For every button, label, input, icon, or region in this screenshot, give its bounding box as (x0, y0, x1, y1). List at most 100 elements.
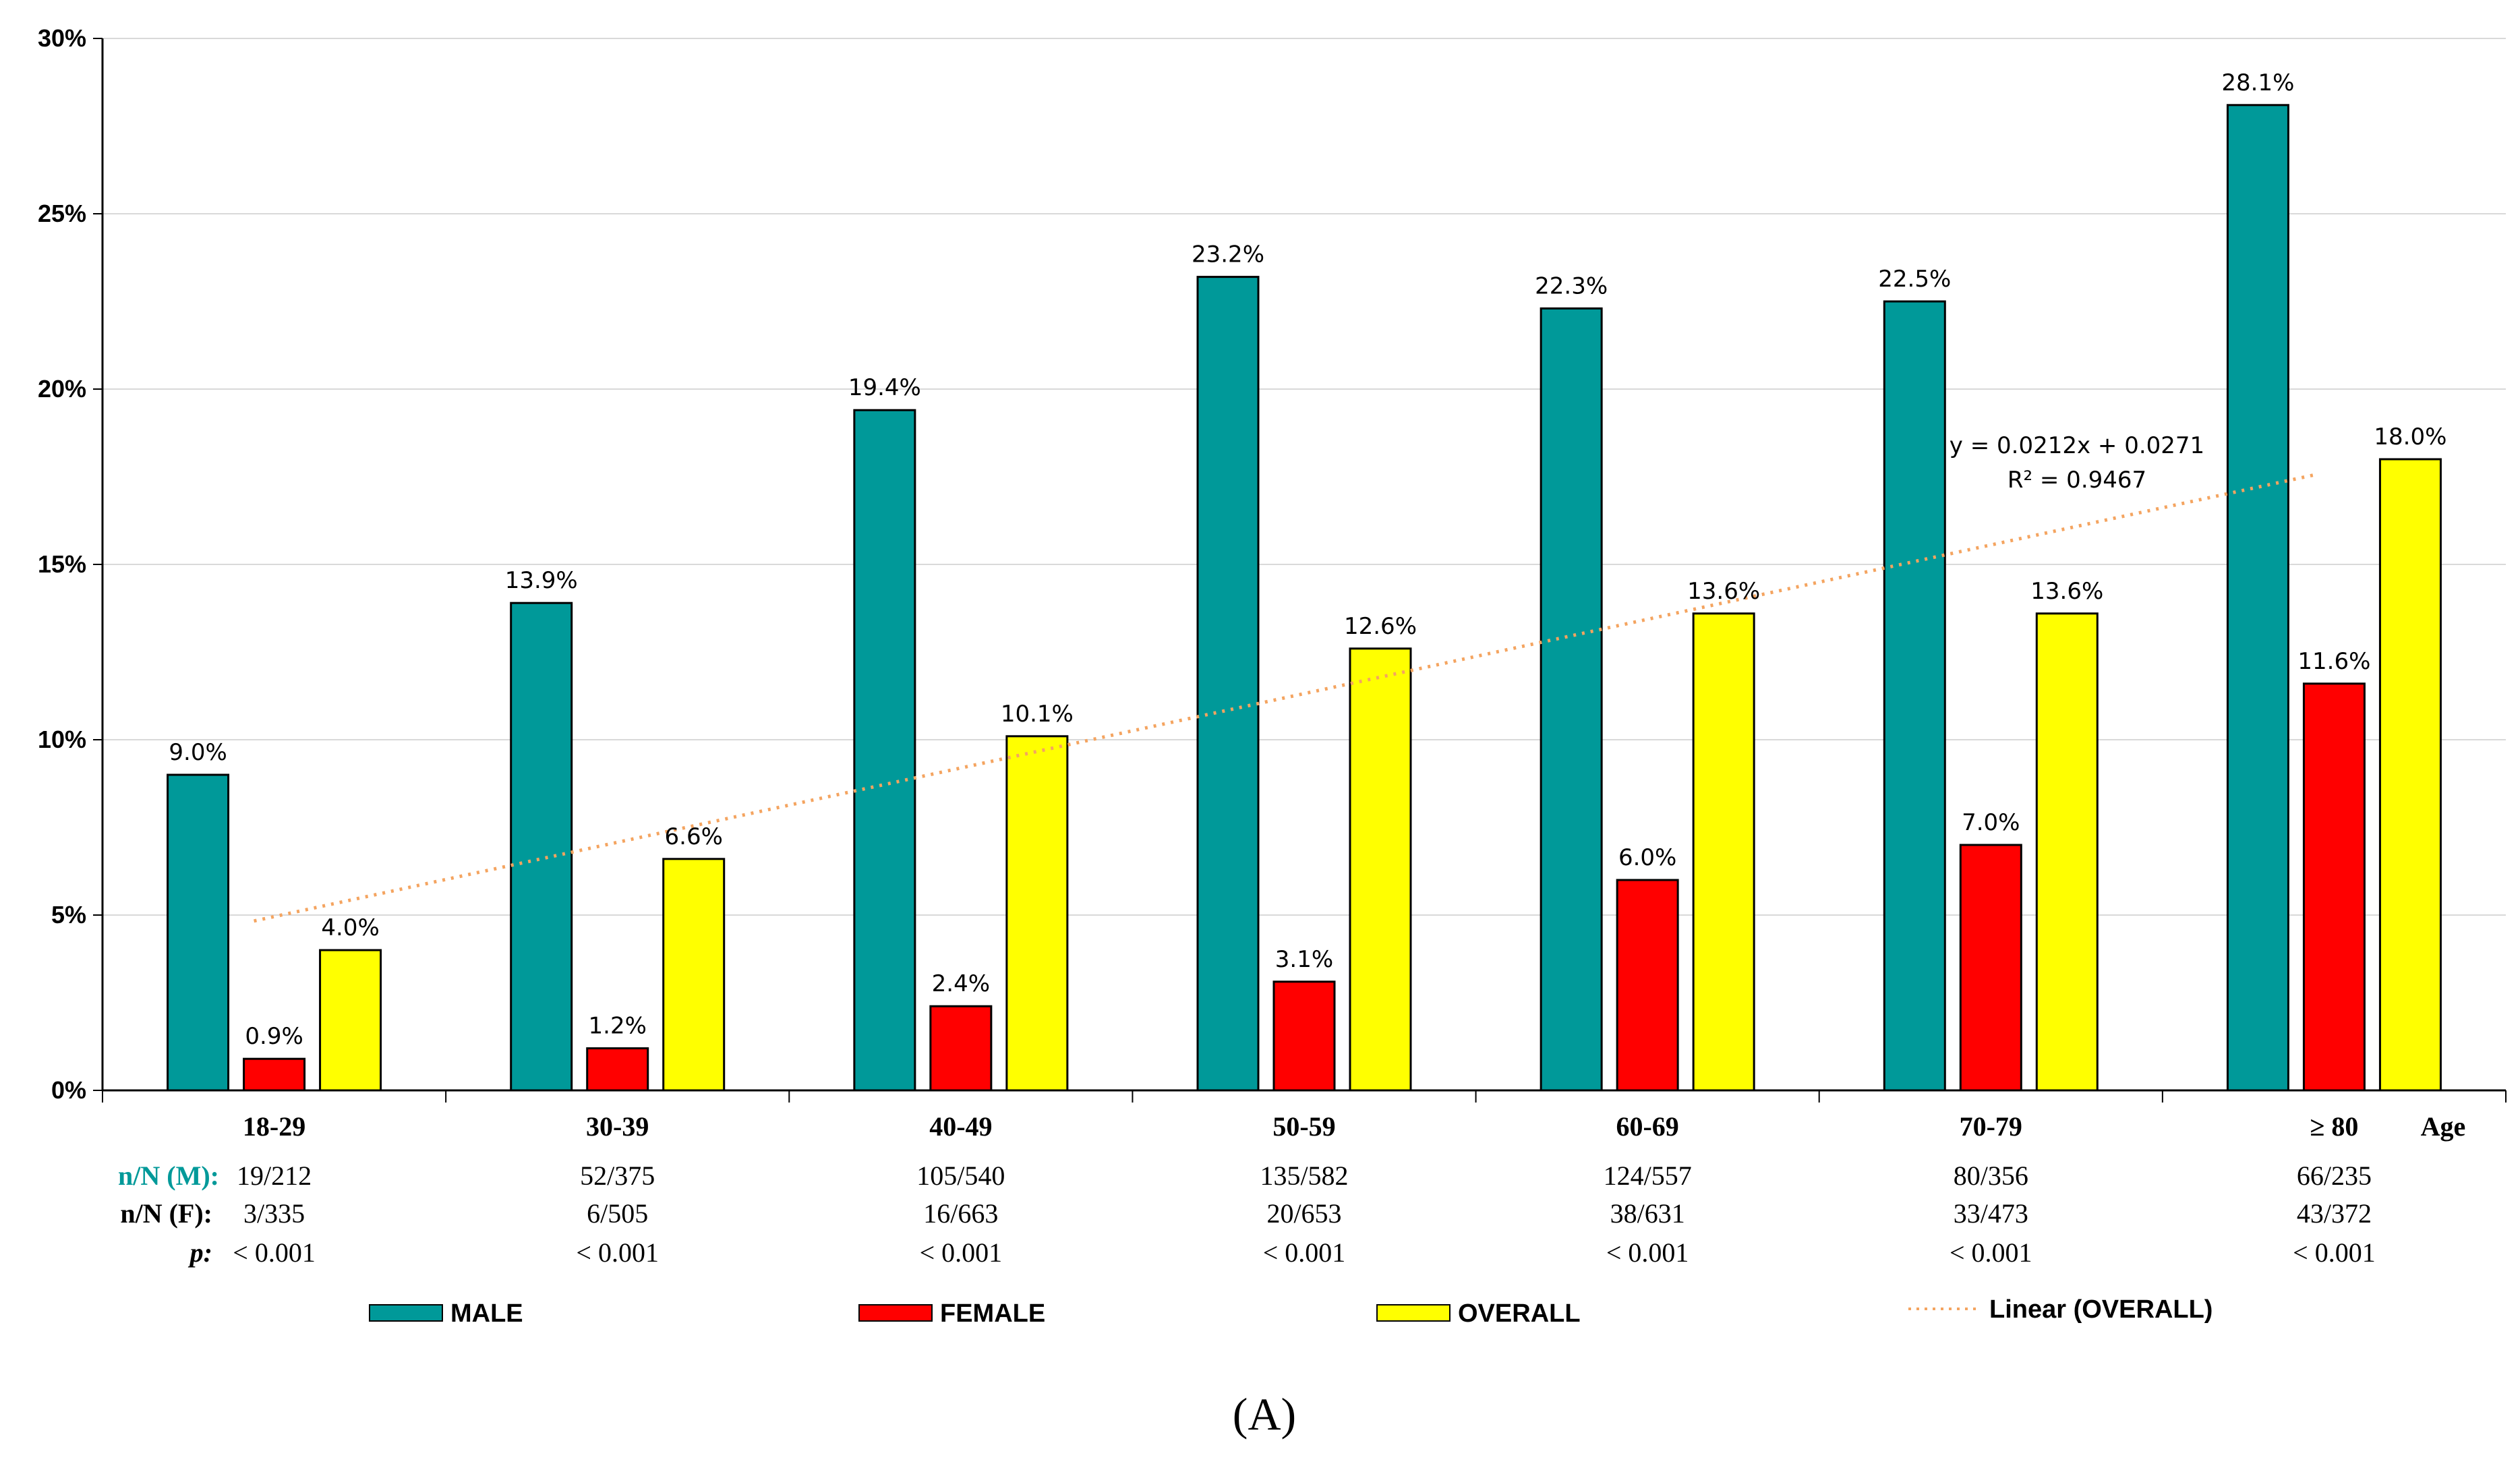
x-tick-label: 70-79 (1960, 1111, 2022, 1142)
x-axis-title: Age (2421, 1111, 2466, 1142)
bar-female (929, 1005, 993, 1092)
trendline-equation: y = 0.0212x + 0.0271 (1950, 432, 2204, 459)
data-label-overall: 12.6% (1344, 613, 1417, 640)
data-label-female: 7.0% (1962, 809, 2020, 836)
data-label-female: 1.2% (589, 1013, 647, 1040)
legend: MALE FEMALE OVERALL Linear (OVERALL) (369, 1295, 2213, 1328)
bar-male (1540, 307, 1603, 1092)
data-label-overall: 4.0% (321, 914, 379, 941)
legend-label-linear-overall: Linear (OVERALL) (1989, 1295, 2213, 1324)
legend-label-overall: OVERALL (1458, 1299, 1581, 1328)
y-tick-label: 20% (38, 375, 86, 403)
bar-overall (2035, 612, 2099, 1092)
data-labels: 9.0% 13.9% 19.4% 23.2% 22.3% 22.5% 28.1% 0.9% 1.… (169, 69, 2446, 1050)
x-tick-label: 40-49 (929, 1111, 992, 1142)
table-cell-n-female: 3/335 (243, 1198, 305, 1229)
bar-female (2302, 682, 2366, 1092)
x-tick-label: 18-29 (243, 1111, 305, 1142)
bars (167, 104, 2442, 1092)
table-cell-n-female: 16/663 (923, 1198, 998, 1229)
data-label-female: 2.4% (932, 970, 990, 997)
bar-male (510, 601, 573, 1092)
y-tick-label: 30% (38, 24, 86, 52)
data-label-male: 23.2% (1192, 241, 1264, 268)
data-label-overall: 13.6% (2030, 578, 2103, 605)
bar-female (243, 1057, 306, 1092)
bar-male (167, 773, 230, 1092)
x-tick-label: 50-59 (1272, 1111, 1335, 1142)
data-label-female: 11.6% (2297, 648, 2370, 675)
bar-overall (1692, 612, 1755, 1092)
bar-overall (1349, 647, 1412, 1092)
table-cell-p-value: < 0.001 (1950, 1237, 2032, 1268)
bar-overall (319, 949, 382, 1092)
data-label-female: 6.0% (1618, 844, 1676, 871)
table-cell-n-female: 20/653 (1266, 1198, 1341, 1229)
sample-size-table: 19/212 52/375 105/540 135/582 124/557 80/356 6… (233, 1161, 2375, 1268)
table-cell-n-male: 124/557 (1604, 1161, 1692, 1191)
data-label-overall: 6.6% (665, 823, 723, 850)
table-cell-p-value: < 0.001 (920, 1237, 1003, 1268)
axes: 0% 5% 10% 15% 20% 25% 30% 18-29 30-39 40-49 50-59 6… (38, 24, 2507, 1142)
bar-male (853, 409, 916, 1092)
table-cell-n-male: 52/375 (580, 1161, 655, 1191)
data-label-male: 9.0% (169, 739, 227, 766)
panel-label: (A) (1233, 1388, 1296, 1440)
table-cell-p-value: < 0.001 (1263, 1237, 1346, 1268)
y-tick-label: 15% (38, 550, 86, 578)
bar-overall (1005, 735, 1069, 1092)
table-cell-n-male: 105/540 (916, 1161, 1005, 1191)
bar-female (1959, 844, 2022, 1092)
table-cell-n-female: 33/473 (1954, 1198, 2028, 1229)
table-row-label-male: n/N (M): (118, 1161, 219, 1191)
x-tick-label: 60-69 (1616, 1111, 1678, 1142)
data-label-male: 28.1% (2221, 69, 2294, 96)
trendline-linear-overall (254, 473, 2314, 923)
table-cell-n-male: 66/235 (2297, 1161, 2372, 1191)
data-label-female: 0.9% (245, 1023, 303, 1050)
table-cell-p-value: < 0.001 (233, 1237, 316, 1268)
legend-label-male: MALE (450, 1299, 523, 1328)
bar-female (1616, 879, 1679, 1092)
x-tick-label: 30-39 (586, 1111, 649, 1142)
table-cell-n-male: 19/212 (237, 1161, 312, 1191)
bar-female (1272, 980, 1336, 1092)
table-cell-p-value: < 0.001 (576, 1237, 659, 1268)
bar-male (1883, 300, 1946, 1092)
bar-male (1196, 276, 1260, 1092)
table-cell-n-female: 38/631 (1610, 1198, 1685, 1229)
trendline-group (254, 473, 2314, 923)
y-tick-label: 25% (38, 200, 86, 227)
table-cell-p-value: < 0.001 (1606, 1237, 1689, 1268)
data-label-overall: 18.0% (2374, 423, 2446, 450)
trendline-r-squared: R² = 0.9467 (2008, 467, 2146, 494)
y-tick-label: 5% (51, 901, 86, 929)
table-cell-n-male: 135/582 (1260, 1161, 1348, 1191)
table-cell-n-male: 80/356 (1954, 1161, 2028, 1191)
x-tick-label: ≥ 80 (2310, 1111, 2358, 1142)
data-label-overall: 10.1% (1001, 701, 1074, 728)
table-cell-n-female: 6/505 (587, 1198, 648, 1229)
data-label-male: 22.5% (1878, 266, 1951, 293)
table-row-label-p: p: (188, 1237, 212, 1268)
legend-swatch-male (369, 1304, 443, 1322)
data-label-overall: 13.6% (1687, 578, 1760, 605)
table-row-label-female: n/N (F): (120, 1198, 212, 1229)
table-cell-p-value: < 0.001 (2293, 1237, 2376, 1268)
legend-swatch-female (858, 1304, 933, 1322)
table-cell-n-female: 43/372 (2297, 1198, 2372, 1229)
gridlines (102, 38, 2506, 916)
data-label-male: 22.3% (1535, 272, 1608, 299)
bar-male (2226, 104, 2289, 1092)
data-label-female: 3.1% (1275, 946, 1333, 973)
bar-female (586, 1047, 649, 1092)
y-tick-label: 0% (51, 1076, 86, 1104)
legend-label-female: FEMALE (940, 1299, 1045, 1328)
data-label-male: 19.4% (848, 374, 921, 401)
data-label-male: 13.9% (505, 567, 578, 594)
legend-swatch-overall (1376, 1304, 1451, 1322)
y-tick-label: 10% (38, 726, 86, 753)
bar-overall (662, 858, 726, 1092)
bar-overall (2378, 458, 2442, 1092)
